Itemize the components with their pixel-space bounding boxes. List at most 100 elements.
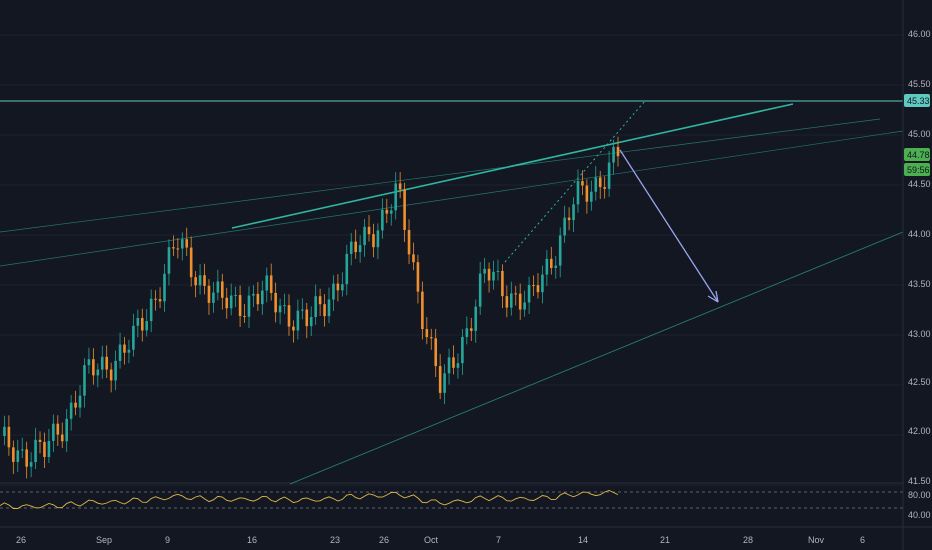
candle-body [367, 226, 371, 235]
candle-body [612, 146, 615, 163]
candle-body [216, 281, 220, 293]
candle-body [52, 423, 55, 441]
candle-body [123, 344, 126, 353]
time-tick: 9 [165, 535, 170, 545]
price-tick: 46.00 [908, 29, 931, 39]
candle-body [349, 241, 353, 254]
candle-body [314, 296, 317, 317]
candle-body [287, 305, 291, 327]
candle-body [269, 275, 273, 293]
candle-body [185, 239, 189, 248]
candle-body [389, 210, 393, 214]
time-tick: 6 [860, 535, 865, 545]
price-tick: 43.50 [908, 279, 931, 289]
candle-body [403, 189, 406, 230]
candle-body [180, 239, 184, 249]
candle-body [398, 183, 402, 190]
candle-body [545, 258, 549, 275]
candle-body [492, 271, 495, 281]
candle-body [567, 217, 571, 221]
candle-body [29, 462, 33, 467]
candle-body [590, 191, 593, 202]
candle-body [16, 450, 20, 462]
candle-body [7, 426, 11, 448]
candle-body [407, 229, 411, 255]
candle-body [47, 440, 51, 457]
candle-body [261, 290, 264, 305]
candle-body [100, 356, 104, 370]
candle-body [518, 293, 522, 310]
price-axis[interactable]: 46.00 45.50 45.00 44.50 44.00 43.50 43.0… [902, 0, 931, 550]
candle-body [323, 304, 326, 317]
candle-body [372, 234, 375, 248]
candle-body [576, 181, 580, 205]
candle-body [189, 247, 193, 278]
candle-body [354, 241, 357, 253]
candle-body [394, 183, 397, 211]
candle-body [452, 357, 455, 368]
rsi-pane [0, 490, 903, 509]
candle-body [136, 317, 140, 326]
projection-arrow-line [619, 149, 719, 303]
candle-body [607, 162, 611, 189]
candle-body [167, 247, 171, 274]
rsi-tick: 80.00 [908, 490, 931, 500]
candle-body [327, 299, 331, 317]
price-tick: 45.50 [908, 79, 931, 89]
candle-body [3, 426, 6, 436]
price-tick: 43.00 [908, 329, 931, 339]
time-tick: 16 [247, 535, 257, 545]
candle-body [283, 305, 286, 307]
candle-body [523, 302, 526, 310]
candle-body [456, 363, 460, 368]
candlestick-series [3, 136, 620, 479]
candle-body [465, 328, 469, 337]
candle-body [127, 349, 131, 353]
candle-body [469, 328, 473, 331]
candle-body [514, 293, 518, 295]
candle-body [96, 369, 100, 376]
time-tick: Nov [808, 535, 825, 545]
candle-body [132, 325, 135, 350]
candle-body [572, 204, 575, 221]
candle-body [478, 273, 482, 307]
candle-body [487, 268, 491, 281]
candle-body [229, 295, 233, 309]
candle-body [483, 268, 486, 274]
candle-body [296, 310, 300, 331]
candle-body [238, 295, 242, 317]
candle-body [203, 275, 206, 286]
rsi-line [0, 490, 619, 509]
candle-body [243, 316, 246, 318]
time-tick: 26 [16, 535, 26, 545]
countdown-badge-label: 59:56 [907, 165, 930, 175]
candle-body [585, 185, 589, 202]
candle-body [563, 217, 566, 236]
candle-body [109, 369, 113, 381]
time-tick: 28 [743, 535, 753, 545]
candle-body [114, 360, 117, 381]
price-tick: 41.50 [908, 476, 931, 486]
candle-body [145, 321, 149, 331]
candle-body [501, 270, 504, 297]
price-tick: 44.00 [908, 229, 931, 239]
candle-body [12, 447, 15, 462]
candle-body [176, 248, 180, 250]
time-tick: 14 [578, 535, 588, 545]
candle-body [140, 317, 144, 331]
candle-body [292, 326, 295, 331]
time-axis[interactable]: 26 Sep 9 16 23 26 Oct 7 14 21 28 Nov 6 [0, 526, 932, 545]
candle-body [163, 273, 166, 302]
candle-body [92, 359, 95, 376]
candle-body [376, 230, 380, 248]
candle-body [345, 253, 349, 285]
candle-body [60, 434, 64, 442]
candle-body [616, 146, 620, 157]
time-tick: Oct [424, 535, 439, 545]
candle-body [38, 439, 42, 442]
candle-body [416, 262, 420, 292]
candle-body [527, 285, 531, 303]
candle-body [558, 235, 562, 266]
